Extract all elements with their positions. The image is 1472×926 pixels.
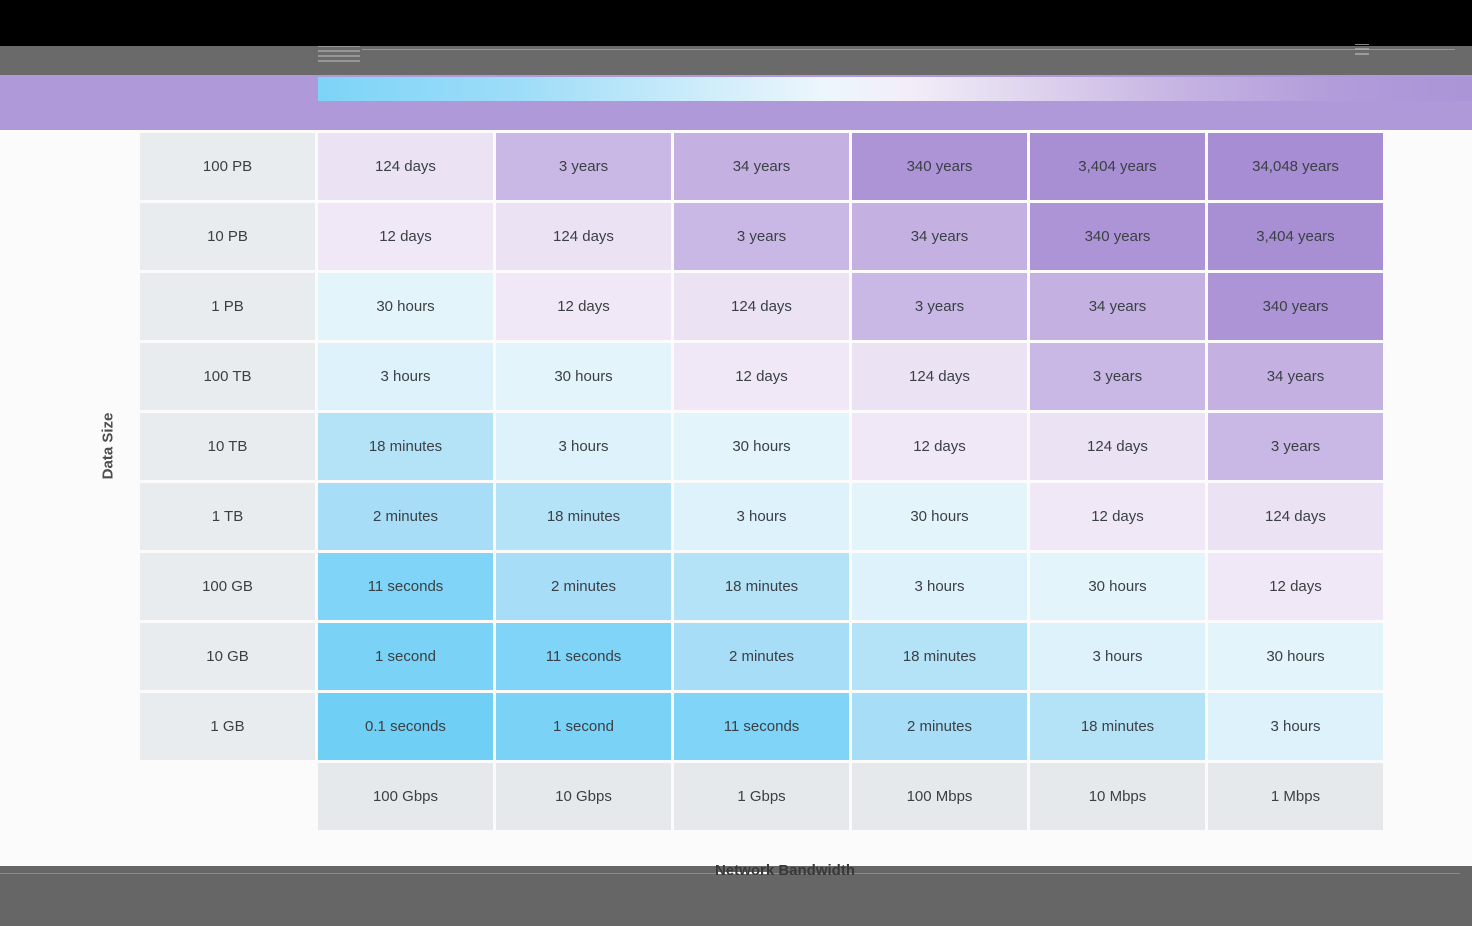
heatmap-cell: 12 days xyxy=(1030,483,1205,550)
col-header: 100 Mbps xyxy=(852,763,1027,830)
heatmap-cell: 3 hours xyxy=(674,483,849,550)
col-header: 1 Mbps xyxy=(1208,763,1383,830)
heatmap-cell: 2 minutes xyxy=(852,693,1027,760)
x-axis-label: Network Bandwidth xyxy=(714,862,856,879)
color-scale-gradient-legend xyxy=(318,77,1472,101)
heatmap-cell: 340 years xyxy=(1030,203,1205,270)
heatmap-cell: 12 days xyxy=(1208,553,1383,620)
heatmap-cell: 124 days xyxy=(496,203,671,270)
heatmap-cell: 2 minutes xyxy=(674,623,849,690)
heatmap-cell: 124 days xyxy=(318,133,493,200)
heatmap-cell: 2 minutes xyxy=(496,553,671,620)
heatmap-cell: 18 minutes xyxy=(496,483,671,550)
table-corner-empty xyxy=(140,763,315,830)
row-header: 100 PB xyxy=(140,133,315,200)
heatmap-cell: 34 years xyxy=(852,203,1027,270)
heatmap-table: 100 PB 124 days 3 years 34 years 340 yea… xyxy=(140,133,1383,830)
heatmap-cell: 18 minutes xyxy=(318,413,493,480)
heatmap-cell: 124 days xyxy=(1030,413,1205,480)
col-header: 1 Gbps xyxy=(674,763,849,830)
heatmap-cell: 18 minutes xyxy=(852,623,1027,690)
row-header: 1 GB xyxy=(140,693,315,760)
y-axis-label: Data Size xyxy=(99,412,117,480)
heatmap-cell: 30 hours xyxy=(318,273,493,340)
heatmap-cell: 3,404 years xyxy=(1030,133,1205,200)
row-header: 10 TB xyxy=(140,413,315,480)
heatmap-cell: 1 second xyxy=(496,693,671,760)
heatmap-cell: 3 hours xyxy=(852,553,1027,620)
heatmap-cell: 12 days xyxy=(318,203,493,270)
heatmap-cell: 3,404 years xyxy=(1208,203,1383,270)
heatmap-cell: 3 years xyxy=(1208,413,1383,480)
heatmap-cell: 34 years xyxy=(1208,343,1383,410)
heatmap-cell: 30 hours xyxy=(674,413,849,480)
heatmap-cell: 3 hours xyxy=(496,413,671,480)
heatmap-cell: 2 minutes xyxy=(318,483,493,550)
heatmap-cell: 124 days xyxy=(674,273,849,340)
heatmap-cell: 3 years xyxy=(496,133,671,200)
heatmap-cell: 3 hours xyxy=(1208,693,1383,760)
heatmap-cell: 11 seconds xyxy=(674,693,849,760)
slide-header-band xyxy=(0,75,1472,130)
toolbar-right-mark[interactable] xyxy=(1355,44,1369,55)
heatmap-cell: 30 hours xyxy=(496,343,671,410)
heatmap-cell: 34,048 years xyxy=(1208,133,1383,200)
heatmap-cell: 1 second xyxy=(318,623,493,690)
heatmap-cell: 3 years xyxy=(674,203,849,270)
col-header: 100 Gbps xyxy=(318,763,493,830)
heatmap-cell: 340 years xyxy=(852,133,1027,200)
heatmap-cell: 340 years xyxy=(1208,273,1383,340)
heatmap-cell: 30 hours xyxy=(852,483,1027,550)
heatmap-cell: 30 hours xyxy=(1030,553,1205,620)
row-header: 100 TB xyxy=(140,343,315,410)
heatmap-cell: 3 years xyxy=(1030,343,1205,410)
heatmap-cell: 30 hours xyxy=(1208,623,1383,690)
col-header: 10 Mbps xyxy=(1030,763,1205,830)
heatmap-cell: 3 hours xyxy=(1030,623,1205,690)
row-header: 1 PB xyxy=(140,273,315,340)
bottom-bar-highlight-segment xyxy=(718,872,768,874)
heatmap-cell: 11 seconds xyxy=(318,553,493,620)
heatmap-cell: 18 minutes xyxy=(1030,693,1205,760)
heatmap-cell: 12 days xyxy=(496,273,671,340)
heatmap-cell: 11 seconds xyxy=(496,623,671,690)
col-header: 10 Gbps xyxy=(496,763,671,830)
toolbar-separator-line xyxy=(362,49,1455,50)
toolbar-left-glyphs[interactable] xyxy=(318,46,360,62)
heatmap-cell: 34 years xyxy=(1030,273,1205,340)
heatmap-cell: 34 years xyxy=(674,133,849,200)
heatmap-cell: 12 days xyxy=(674,343,849,410)
heatmap-cell: 124 days xyxy=(852,343,1027,410)
heatmap-cell: 0.1 seconds xyxy=(318,693,493,760)
row-header: 10 GB xyxy=(140,623,315,690)
heatmap-cell: 12 days xyxy=(852,413,1027,480)
top-black-bar xyxy=(0,0,1472,46)
top-toolbar xyxy=(0,44,1472,75)
row-header: 100 GB xyxy=(140,553,315,620)
bottom-bar: Network Bandwidth xyxy=(0,862,1472,926)
row-header: 10 PB xyxy=(140,203,315,270)
heatmap-cell: 18 minutes xyxy=(674,553,849,620)
heatmap-cell: 3 years xyxy=(852,273,1027,340)
row-header: 1 TB xyxy=(140,483,315,550)
heatmap-cell: 124 days xyxy=(1208,483,1383,550)
heatmap-cell: 3 hours xyxy=(318,343,493,410)
